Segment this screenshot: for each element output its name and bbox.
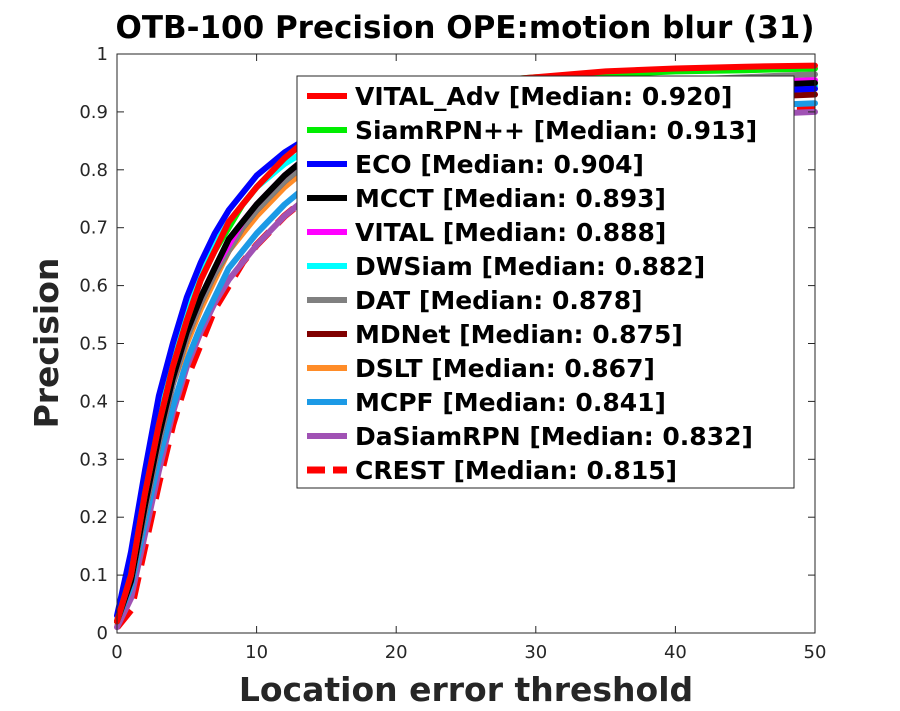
legend-label-10: DaSiamRPN [Median: 0.832] [355, 422, 753, 451]
series-line-0 [114, 62, 818, 625]
y-axis-label: Precision [27, 258, 66, 429]
y-tick-label-5: 0.5 [79, 334, 108, 355]
y-tick-label-0: 0 [97, 623, 108, 644]
legend-label-3: MCCT [Median: 0.893] [355, 184, 666, 213]
y-tick-label-1: 0.1 [79, 565, 108, 586]
legend: VITAL_Adv [Median: 0.920] SiamRPN++ [Medi… [296, 75, 795, 489]
x-tick-label-2: 20 [385, 642, 408, 663]
ticks-layer: 0 10 20 30 40 50 0 0.1 0.2 0.3 0.4 0.5 0.6 0.7 0.8 0.9 1 [79, 44, 826, 663]
x-axis-label: Location error threshold [239, 670, 693, 709]
legend-label-11: CREST [Median: 0.815] [355, 456, 677, 485]
x-tick-label-5: 50 [804, 642, 827, 663]
legend-label-5: DWSiam [Median: 0.882] [355, 252, 705, 281]
y-tick-label-2: 0.2 [79, 507, 108, 528]
y-tick-label-4: 0.4 [79, 391, 108, 412]
legend-box [296, 75, 795, 489]
x-tick-label-4: 40 [664, 642, 687, 663]
chart-title: OTB-100 Precision OPE:motion blur (31) [115, 10, 814, 46]
x-tick-label-3: 30 [524, 642, 547, 663]
y-tick-label-10: 1 [97, 44, 108, 65]
legend-label-9: MCPF [Median: 0.841] [355, 388, 666, 417]
legend-label-4: VITAL [Median: 0.888] [355, 218, 666, 247]
y-tick-label-7: 0.7 [79, 218, 108, 239]
y-tick-label-8: 0.8 [79, 160, 108, 181]
legend-label-8: DSLT [Median: 0.867] [355, 354, 655, 383]
x-tick-label-0: 0 [111, 642, 122, 663]
y-tick-label-9: 0.9 [79, 102, 108, 123]
y-tick-label-3: 0.3 [79, 449, 108, 470]
legend-label-1: SiamRPN++ [Median: 0.913] [355, 116, 757, 145]
x-tick-label-1: 10 [245, 642, 268, 663]
legend-label-7: MDNet [Median: 0.875] [355, 320, 683, 349]
legend-label-6: DAT [Median: 0.878] [355, 286, 643, 315]
legend-label-0: VITAL_Adv [Median: 0.920] [355, 82, 732, 111]
legend-label-2: ECO [Median: 0.904] [355, 150, 644, 179]
y-tick-label-6: 0.6 [79, 276, 108, 297]
